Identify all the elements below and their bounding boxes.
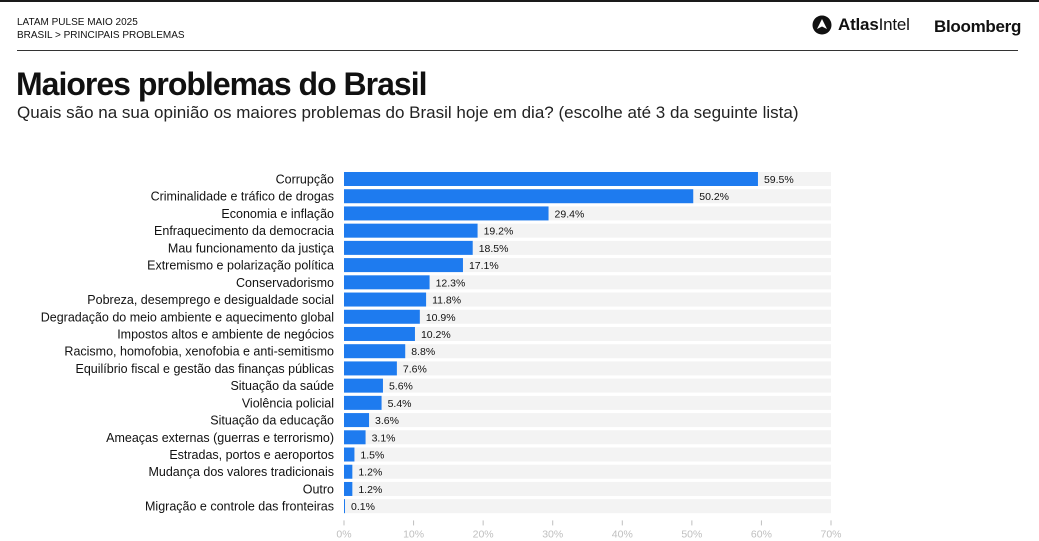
data-label: 7.6% (403, 363, 427, 375)
bar (344, 464, 353, 479)
category-label: Equilíbrio fiscal e gestão das finanças … (76, 362, 334, 376)
bar-track (344, 499, 831, 514)
bar-track (344, 361, 831, 376)
data-label: 8.8% (411, 346, 435, 358)
atlasintel-logo: AtlasIntel (812, 15, 910, 35)
category-label: Conservadorismo (236, 276, 334, 290)
data-label: 1.5% (360, 450, 384, 462)
atlasintel-mark-icon (812, 15, 832, 35)
bar-track (344, 447, 831, 462)
category-label: Mudança dos valores tradicionais (148, 465, 334, 479)
x-tick-label: 50% (681, 528, 702, 540)
data-label: 29.4% (555, 208, 585, 220)
data-label: 3.6% (375, 415, 399, 427)
category-label: Migração e controle das fronteiras (145, 500, 334, 514)
category-label: Degradação do meio ambiente e aqueciment… (41, 310, 334, 324)
x-tick-label: 20% (473, 528, 494, 540)
bar (344, 361, 397, 376)
category-label: Violência policial (242, 396, 334, 410)
category-label: Pobreza, desemprego e desigualdade socia… (87, 293, 334, 307)
x-tick-label: 70% (820, 528, 841, 540)
bar (344, 275, 430, 290)
bar-track (344, 292, 831, 307)
bar (344, 172, 758, 186)
header-divider (17, 50, 1018, 51)
category-label: Outro (303, 482, 334, 496)
data-label: 10.9% (426, 312, 456, 324)
bar (344, 344, 406, 359)
x-tick-label: 0% (336, 528, 351, 540)
category-label: Impostos altos e ambiente de negócios (117, 327, 334, 341)
data-label: 12.3% (436, 277, 466, 289)
bar-track (344, 464, 831, 479)
x-tick-label: 60% (751, 528, 772, 540)
report-header: LATAM PULSE MAIO 2025 BRASIL > PRINCIPAI… (17, 16, 185, 42)
bar (344, 240, 473, 255)
data-label: 17.1% (469, 260, 499, 272)
data-label: 59.5% (764, 174, 794, 186)
chart-subtitle: Quais são na sua opinião os maiores prob… (17, 103, 799, 122)
bar-track (344, 395, 831, 410)
category-label: Ameaças externas (guerras e terrorismo) (106, 431, 334, 445)
data-label: 11.8% (432, 295, 461, 307)
bar (344, 326, 415, 341)
data-label: 5.6% (389, 381, 413, 393)
data-label: 50.2% (699, 191, 729, 203)
category-label: Extremismo e polarização política (147, 259, 334, 273)
bar (344, 430, 366, 445)
data-label: 1.2% (358, 484, 382, 496)
bar (344, 481, 353, 496)
category-label: Economia e inflação (221, 207, 334, 221)
x-tick-label: 10% (403, 528, 424, 540)
bar-track (344, 430, 831, 445)
data-label: 18.5% (479, 243, 509, 255)
category-label: Mau funcionamento da justiça (168, 241, 334, 255)
bar-track (344, 378, 831, 393)
category-label: Estradas, portos e aeroportos (169, 448, 334, 462)
bar-track (344, 413, 831, 428)
bar (344, 413, 370, 428)
bar-track (344, 326, 831, 341)
breadcrumb: BRASIL > PRINCIPAIS PROBLEMAS (17, 30, 185, 41)
bar (344, 258, 463, 273)
chart-title: Maiores problemas do Brasil (16, 66, 427, 102)
report-series: LATAM PULSE MAIO 2025 (17, 17, 138, 28)
bar-track (344, 309, 831, 324)
category-label: Criminalidade e tráfico de drogas (151, 190, 334, 204)
bar-track (344, 481, 831, 496)
bar (344, 309, 420, 324)
bar (344, 189, 694, 204)
data-label: 19.2% (484, 226, 514, 238)
bar (344, 499, 345, 514)
bar (344, 292, 427, 307)
bar-track (344, 258, 831, 273)
bar-track (344, 344, 831, 359)
bar (344, 223, 478, 238)
data-label: 10.2% (421, 329, 451, 341)
bar (344, 395, 382, 410)
category-label: Racismo, homofobia, xenofobia e anti-sem… (64, 345, 334, 359)
x-tick-label: 40% (612, 528, 633, 540)
bar (344, 447, 355, 462)
data-label: 5.4% (388, 398, 412, 410)
bloomberg-logo: Bloomberg (934, 17, 1022, 36)
bar-track (344, 275, 831, 290)
x-tick-label: 30% (542, 528, 563, 540)
bar (344, 378, 383, 393)
category-label: Situação da saúde (230, 379, 334, 393)
bar (344, 206, 549, 221)
data-label: 3.1% (372, 432, 396, 444)
data-label: 1.2% (358, 467, 382, 479)
category-label: Situação da educação (210, 414, 334, 428)
top-rule (0, 0, 1039, 2)
data-label: 0.1% (351, 501, 375, 513)
atlasintel-wordmark: AtlasIntel (838, 15, 910, 34)
category-label: Corrupção (276, 173, 334, 187)
category-label: Enfraquecimento da democracia (154, 224, 334, 238)
